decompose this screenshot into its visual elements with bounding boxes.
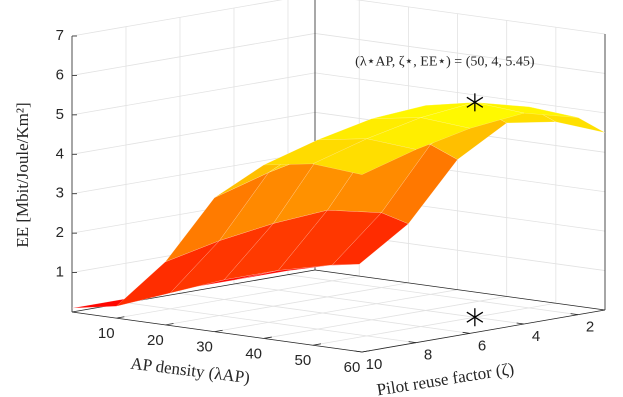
x-tick-label: 10 [98,325,115,342]
grid-line [71,33,316,76]
z-tick-label: 6 [56,66,64,83]
grid-line [71,72,316,116]
x-tick-label: 40 [245,345,262,362]
tick-mark [263,336,272,339]
z-tick-label: 7 [56,27,64,44]
grid-line [314,33,606,74]
grid-line [71,151,316,195]
grid-line [263,296,507,339]
tick-mark [312,343,322,346]
marker-stroke [466,96,484,108]
grid-line [116,275,360,319]
optimum-marker [466,308,484,327]
y-tick-label: 2 [586,319,594,336]
axis-line [361,309,606,353]
grid-line [71,111,316,155]
grid-line [71,0,283,37]
x-tick-label: 60 [344,359,361,376]
grid-line [233,283,525,325]
surface-patch [312,138,417,175]
z-tick-label: 3 [56,185,64,202]
grid-line [314,72,606,114]
z-axis-label: EE [Mbit/Joule/Km²] [13,102,32,247]
z-tick-label: 5 [56,106,64,123]
tick-mark [116,316,125,319]
x-axis-label: AP density (λAP) [129,354,250,387]
z-tick-label: 4 [56,145,64,162]
tick-mark [214,329,223,333]
tick-mark [165,323,174,326]
z-tick-label: 1 [56,264,64,281]
axis-line [71,311,363,353]
annotation: (λ⋆AP, ζ⋆, EE⋆) = (50, 4, 5.45) [355,55,535,70]
grid-line [165,282,409,326]
optimum-marker [466,93,484,112]
grid-line [214,289,458,333]
x-tick-label: 20 [147,332,164,349]
x-tick-label: 50 [295,352,312,369]
x-tick-label: 30 [196,339,213,356]
y-tick-label: 4 [532,328,540,345]
y-tick-label: 6 [478,337,486,354]
y-axis-label: Pilot reuse factor (ζ) [375,359,515,397]
plot: 1 2 3 4 5 6 7 10 20 30 40 50 60 2 4 6 8 10 (λ⋆AP, ζ⋆, EE⋆)… [56,0,606,376]
marker-stroke [466,311,484,323]
grid-line [355,0,606,35]
grid-line [287,274,579,316]
axis-line [314,269,606,311]
grid-line [179,292,471,334]
y-tick-label: 8 [424,347,432,364]
y-tick-label: 10 [366,356,383,373]
z-tick-label: 2 [56,224,64,241]
grid-line [125,302,417,344]
grid-line [312,302,556,346]
